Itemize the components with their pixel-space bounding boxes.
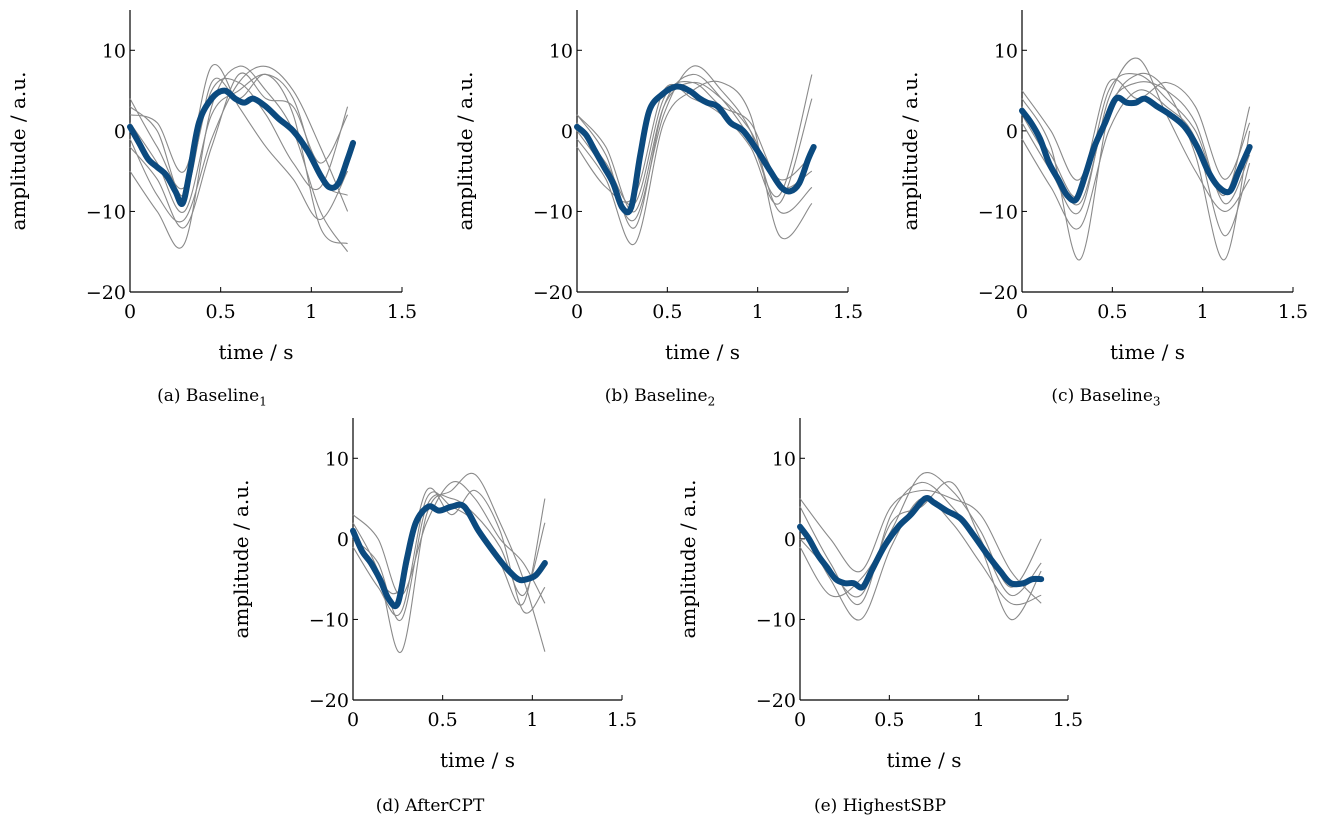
caption-label: (b) Baseline bbox=[604, 386, 708, 406]
caption-label: (c) Baseline bbox=[1051, 386, 1153, 406]
y-tick-label: −20 bbox=[533, 282, 573, 304]
y-axis-title: amplitude / a.u. bbox=[229, 479, 253, 638]
y-tick-label: −20 bbox=[309, 690, 349, 712]
x-tick-label: 0.5 bbox=[206, 301, 236, 323]
individual-trace bbox=[1021, 89, 1251, 237]
x-axis-title: time / s bbox=[1110, 340, 1185, 364]
y-tick-label: 0 bbox=[561, 121, 573, 143]
x-tick-label: 1.5 bbox=[1278, 301, 1308, 323]
x-tick-label: 1.5 bbox=[607, 709, 637, 731]
caption-label: (a) Baseline bbox=[157, 386, 260, 406]
individual-trace bbox=[1021, 57, 1251, 215]
mean-trace bbox=[127, 87, 357, 208]
y-tick-label: −10 bbox=[978, 201, 1018, 223]
chart-panel: −20 −10 0 10 0 0.5 1 1.5 time / s amplitude / a.u… bbox=[229, 418, 637, 772]
individual-trace bbox=[352, 481, 546, 604]
individual-trace bbox=[799, 497, 1042, 621]
y-axis-title: amplitude / a.u. bbox=[898, 71, 922, 230]
individual-trace bbox=[799, 472, 1042, 598]
mean-trace bbox=[797, 495, 1045, 591]
y-tick-label: −20 bbox=[756, 690, 796, 712]
y-tick-label: 0 bbox=[784, 529, 796, 551]
chart-panel: −20 −10 0 10 0 0.5 1 1.5 time / s amplitude / a.u… bbox=[6, 10, 417, 364]
y-tick-label: 10 bbox=[325, 448, 349, 470]
x-tick-label: 0 bbox=[794, 709, 806, 731]
mean-trace bbox=[574, 83, 817, 216]
mean-trace bbox=[1019, 94, 1253, 204]
x-tick-label: 1.5 bbox=[833, 301, 863, 323]
x-tick-label: 0 bbox=[124, 301, 136, 323]
y-tick-label: 10 bbox=[994, 40, 1018, 62]
x-tick-label: 0.5 bbox=[652, 301, 682, 323]
chart-panel: −20 −10 0 10 0 0.5 1 1.5 time / s amplitude / a.u… bbox=[453, 10, 863, 364]
y-axis-title: amplitude / a.u. bbox=[453, 71, 477, 230]
x-tick-label: 1 bbox=[526, 709, 538, 731]
y-tick-label: 0 bbox=[337, 529, 349, 551]
individual-trace bbox=[352, 472, 546, 653]
individual-trace bbox=[799, 489, 1042, 604]
x-axis-title: time / s bbox=[440, 748, 515, 772]
caption-subscript: 2 bbox=[707, 394, 716, 409]
individual-trace bbox=[129, 65, 349, 223]
y-tick-label: 0 bbox=[114, 121, 126, 143]
caption-label: (d) AfterCPT bbox=[375, 796, 485, 816]
y-tick-label: −10 bbox=[86, 201, 126, 223]
x-axis-title: time / s bbox=[219, 340, 294, 364]
individual-trace bbox=[129, 65, 349, 253]
chart-panel: −20 −10 0 10 0 0.5 1 1.5 time / s amplitude / a.u… bbox=[676, 418, 1083, 772]
subfigure-caption: (c) Baseline3 bbox=[1051, 386, 1160, 408]
x-tick-label: 1 bbox=[752, 301, 764, 323]
x-tick-label: 0.5 bbox=[1097, 301, 1127, 323]
x-axis-title: time / s bbox=[887, 748, 962, 772]
mean-trace bbox=[350, 501, 548, 610]
subfigure-caption: (a) Baseline1 bbox=[157, 386, 267, 408]
x-tick-label: 0 bbox=[347, 709, 359, 731]
x-tick-label: 0.5 bbox=[874, 709, 904, 731]
y-axis-title: amplitude / a.u. bbox=[676, 479, 700, 638]
y-tick-label: −10 bbox=[533, 201, 573, 223]
y-tick-label: 10 bbox=[549, 40, 573, 62]
y-tick-label: 10 bbox=[102, 40, 126, 62]
y-tick-label: −20 bbox=[86, 282, 126, 304]
x-tick-label: 1 bbox=[1197, 301, 1209, 323]
x-tick-label: 1.5 bbox=[1053, 709, 1083, 731]
y-axis-title: amplitude / a.u. bbox=[6, 71, 30, 230]
x-axis-title: time / s bbox=[665, 340, 740, 364]
y-tick-label: −10 bbox=[309, 609, 349, 631]
caption-subscript: 3 bbox=[1152, 394, 1161, 409]
y-tick-label: 0 bbox=[1006, 121, 1018, 143]
x-tick-label: 0.5 bbox=[428, 709, 458, 731]
individual-trace bbox=[129, 72, 349, 229]
chart-panel: −20 −10 0 10 0 0.5 1 1.5 time / s amplitude / a.u… bbox=[898, 10, 1308, 364]
subfigure-caption: (d) AfterCPT bbox=[376, 796, 485, 816]
y-tick-label: −20 bbox=[978, 282, 1018, 304]
x-tick-label: 1 bbox=[305, 301, 317, 323]
subfigure-caption: (b) Baseline2 bbox=[605, 386, 716, 408]
x-tick-label: 0 bbox=[571, 301, 583, 323]
y-tick-label: −10 bbox=[756, 609, 796, 631]
x-tick-label: 1 bbox=[973, 709, 985, 731]
individual-trace bbox=[1021, 73, 1251, 198]
y-tick-label: 10 bbox=[772, 448, 796, 470]
x-tick-label: 0 bbox=[1016, 301, 1028, 323]
caption-label: (e) HighestSBP bbox=[813, 796, 947, 816]
subfigure-caption: (e) HighestSBP bbox=[814, 796, 946, 816]
caption-subscript: 1 bbox=[259, 394, 267, 409]
x-tick-label: 1.5 bbox=[387, 301, 417, 323]
